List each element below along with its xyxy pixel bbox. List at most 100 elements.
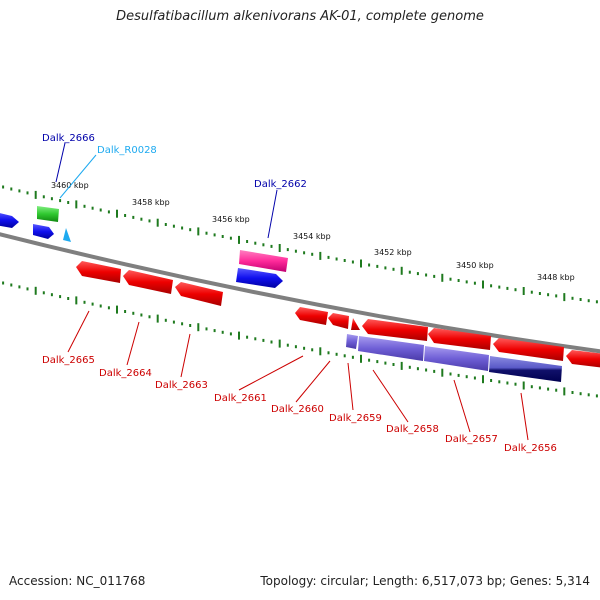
- gene-arrow-dalk-2662[interactable]: [236, 268, 283, 288]
- outer-scale-major-tick: [278, 244, 281, 252]
- inner-scale-minor-tick: [530, 385, 533, 389]
- gene-arrow-dalk-2664[interactable]: [123, 270, 173, 294]
- inner-scale-minor-tick: [246, 335, 249, 339]
- inner-scale-minor-tick: [83, 300, 86, 304]
- inner-scale-minor-tick: [416, 367, 419, 371]
- outer-scale-ticks: [2, 185, 598, 304]
- outer-scale-minor-tick: [392, 267, 395, 271]
- outer-scale-minor-tick: [50, 197, 53, 201]
- outer-scale-minor-tick: [384, 266, 387, 270]
- outer-scale-minor-tick: [571, 296, 574, 300]
- gene-label-dalk-r0028[interactable]: Dalk_R0028: [97, 145, 157, 156]
- outer-scale-major-tick: [238, 235, 240, 244]
- outer-scale-minor-tick: [59, 199, 62, 203]
- inner-scale-minor-tick: [514, 382, 517, 386]
- outer-scale-major-tick: [75, 200, 78, 209]
- gene-arrow-dalk-2657[interactable]: [428, 328, 491, 350]
- outer-scale-minor-tick: [140, 217, 143, 221]
- gene-arrow-right-edge[interactable]: [566, 350, 600, 368]
- inner-scale-minor-tick: [172, 320, 175, 324]
- inner-scale-minor-tick: [368, 358, 371, 362]
- inner-scale-minor-tick: [229, 332, 232, 336]
- inner-scale-minor-tick: [140, 313, 143, 317]
- gene-arrow-dalk-2661[interactable]: [295, 307, 328, 325]
- gene-block-purple-1[interactable]: [346, 334, 358, 349]
- gene-arrow-dalk-2660[interactable]: [328, 313, 349, 329]
- inner-scale-major-tick: [400, 361, 403, 370]
- forward-strand-features: [0, 206, 288, 288]
- outer-scale-minor-tick: [189, 228, 192, 232]
- gene-arrow-left-edge-1[interactable]: [0, 212, 19, 228]
- inner-scale-major-tick: [34, 286, 37, 295]
- pseudo-gene-dalk-2662[interactable]: [239, 250, 288, 272]
- gene-label-dalk-2659[interactable]: Dalk_2659: [329, 413, 382, 424]
- inner-scale-minor-tick: [376, 360, 379, 364]
- inner-scale-minor-tick: [10, 283, 13, 287]
- inner-scale-minor-tick: [473, 376, 476, 380]
- inner-scale-minor-tick: [311, 348, 314, 352]
- gene-block-purple-2[interactable]: [358, 336, 424, 361]
- inner-scale-minor-tick: [2, 281, 5, 285]
- inner-scale-minor-tick: [181, 322, 184, 326]
- outer-scale-major-tick: [522, 287, 525, 295]
- inner-scale-minor-tick: [205, 327, 208, 331]
- trna-dalk-2666-region[interactable]: [37, 206, 59, 222]
- inner-scale-minor-tick: [351, 355, 354, 359]
- scale-label-3450: 3450 kbp: [456, 261, 494, 270]
- inner-scale-minor-tick: [465, 375, 468, 379]
- outer-scale-minor-tick: [2, 185, 5, 189]
- outer-scale-minor-tick: [538, 292, 541, 295]
- outer-scale-minor-tick: [172, 224, 175, 228]
- outer-scale-major-tick: [197, 227, 200, 236]
- map-title: Desulfatibacillum alkenivorans AK-01, co…: [116, 9, 484, 24]
- inner-scale-minor-tick: [148, 315, 151, 319]
- inner-scale-minor-tick: [498, 380, 501, 384]
- outer-scale-minor-tick: [343, 259, 346, 262]
- gene-label-dalk-2664[interactable]: Dalk_2664: [99, 368, 152, 379]
- outer-scale-minor-tick: [351, 260, 354, 264]
- inner-scale-major-tick: [319, 347, 322, 356]
- gene-arrow-dalk-2665[interactable]: [76, 261, 121, 283]
- gene-arrow-dalk-2658[interactable]: [362, 319, 428, 341]
- outer-scale-minor-tick: [530, 290, 533, 294]
- gene-arrow-dalk-2659[interactable]: [351, 318, 360, 330]
- inner-scale-minor-tick: [571, 391, 574, 394]
- gene-block-purple-3[interactable]: [424, 346, 489, 371]
- gene-arrow-dalk-2663[interactable]: [175, 282, 223, 306]
- outer-scale-minor-tick: [506, 286, 509, 290]
- outer-scale-minor-tick: [91, 206, 94, 210]
- outer-scale-minor-tick: [229, 236, 232, 240]
- gene-label-dalk-2661[interactable]: Dalk_2661: [214, 393, 267, 404]
- gene-label-dalk-2658[interactable]: Dalk_2658: [386, 424, 439, 435]
- gene-label-dalk-2657[interactable]: Dalk_2657: [445, 434, 498, 445]
- inner-scale-minor-tick: [107, 306, 110, 310]
- outer-scale-minor-tick: [286, 248, 289, 252]
- inner-scale-minor-tick: [189, 324, 192, 327]
- inner-scale-minor-tick: [587, 393, 590, 397]
- outer-scale-minor-tick: [416, 272, 419, 276]
- outer-scale-major-tick: [400, 266, 403, 275]
- inner-scale-major-tick: [522, 381, 525, 390]
- inner-scale-minor-tick: [327, 351, 330, 355]
- outer-scale-minor-tick: [254, 241, 257, 245]
- outer-scale-major-tick: [116, 209, 118, 218]
- topology-text: Topology: circular; Length: 6,517,073 bp…: [260, 574, 590, 588]
- gene-arrow-dalk-2656[interactable]: [493, 338, 564, 361]
- inner-scale-major-tick: [360, 354, 362, 363]
- gene-block-navy[interactable]: [489, 356, 562, 382]
- outer-scale-minor-tick: [270, 244, 273, 248]
- outer-scale-minor-tick: [124, 214, 127, 217]
- gene-label-dalk-2656[interactable]: Dalk_2656: [504, 443, 557, 454]
- gene-label-dalk-2663[interactable]: Dalk_2663: [155, 380, 208, 391]
- gene-label-dalk-2660[interactable]: Dalk_2660: [271, 404, 324, 415]
- gene-label-dalk-2665[interactable]: Dalk_2665: [42, 355, 95, 366]
- gene-label-dalk-2666[interactable]: Dalk_2666: [42, 133, 95, 144]
- inner-scale-minor-tick: [303, 346, 306, 350]
- gene-arrow-dalk-2666[interactable]: [33, 224, 54, 239]
- gene-label-dalk-2662[interactable]: Dalk_2662: [254, 179, 307, 190]
- ncrna-arrow-dalk-r0028[interactable]: [63, 228, 71, 242]
- outer-scale-major-tick: [156, 218, 159, 227]
- outer-scale-minor-tick: [555, 294, 558, 298]
- outer-scale-minor-tick: [246, 240, 249, 243]
- scale-label-3458: 3458 kbp: [132, 198, 170, 207]
